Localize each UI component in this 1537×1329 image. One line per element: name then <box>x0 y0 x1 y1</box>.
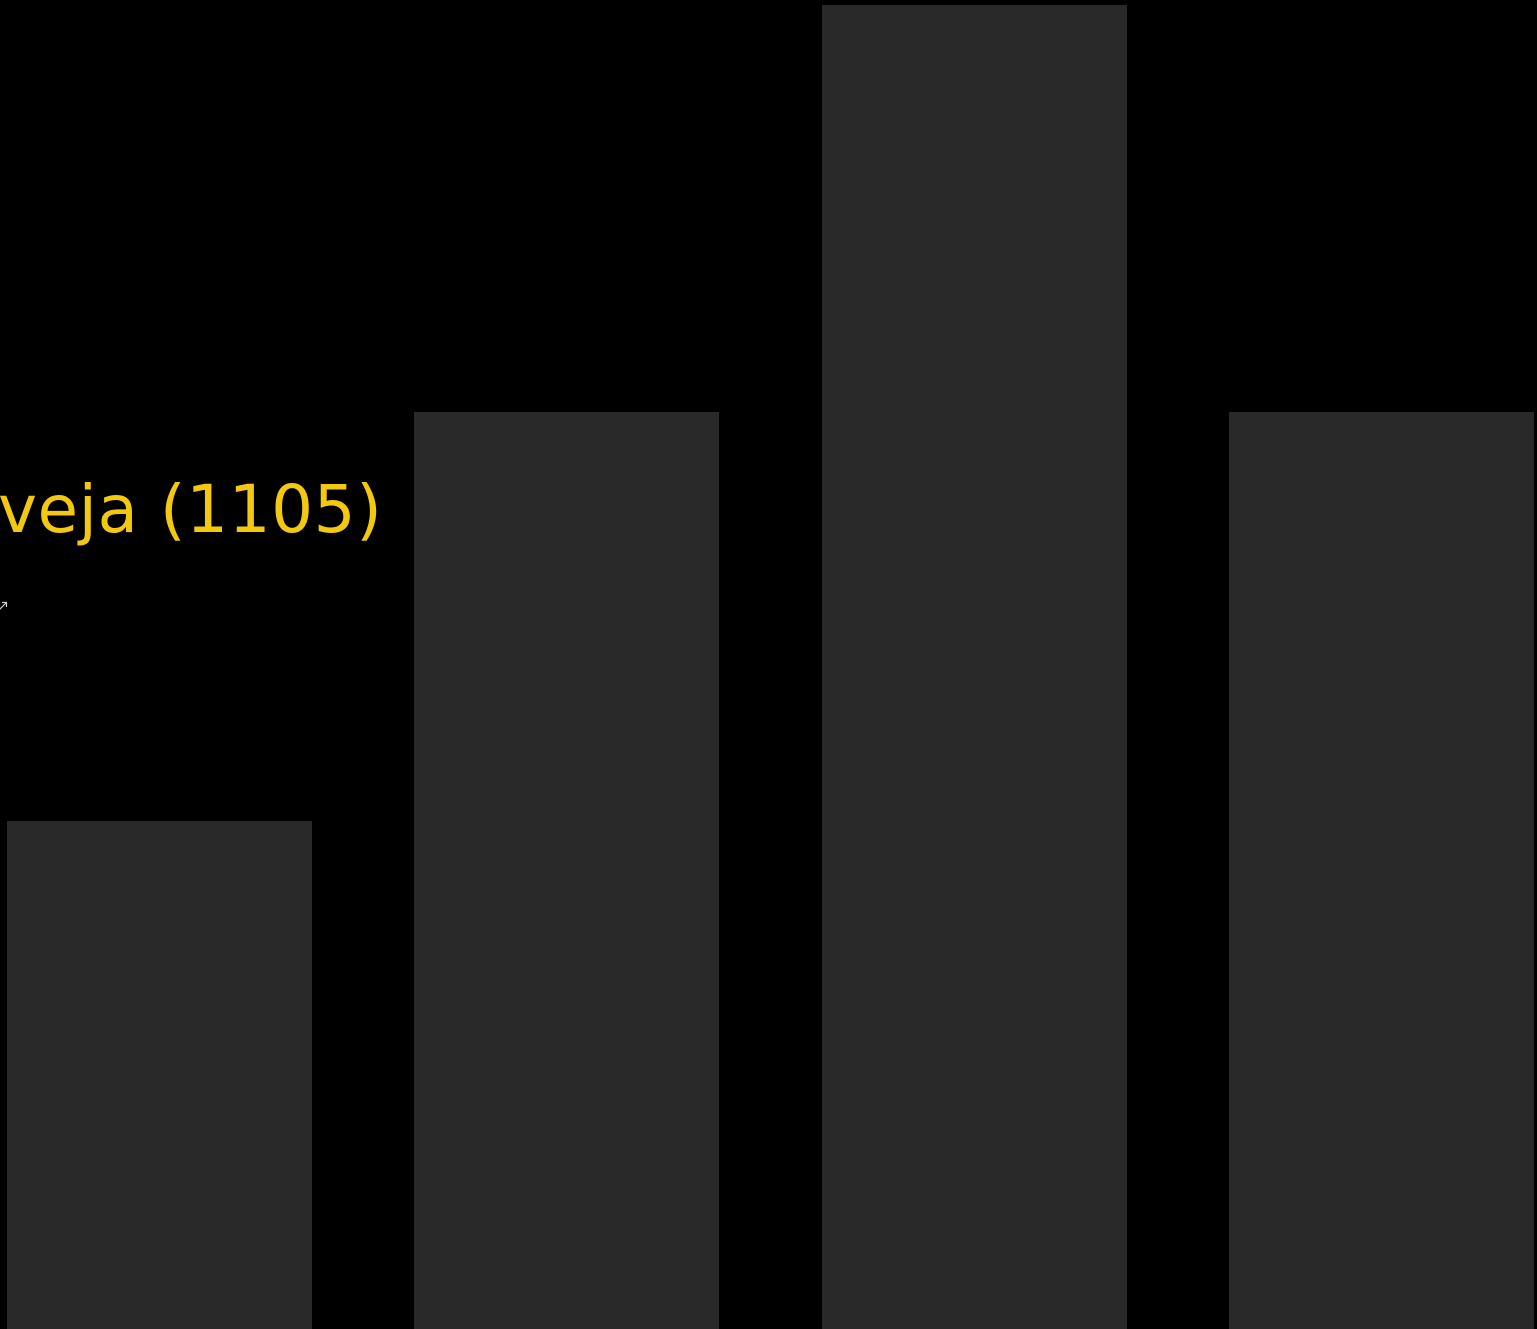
background-bar-4 <box>1229 412 1534 1329</box>
tile-title: veja (1105) <box>0 471 383 548</box>
background-bar-3 <box>822 5 1127 1329</box>
background-bar-1 <box>7 821 312 1329</box>
background-bar-2 <box>414 412 719 1329</box>
external-link-icon[interactable] <box>0 598 8 610</box>
